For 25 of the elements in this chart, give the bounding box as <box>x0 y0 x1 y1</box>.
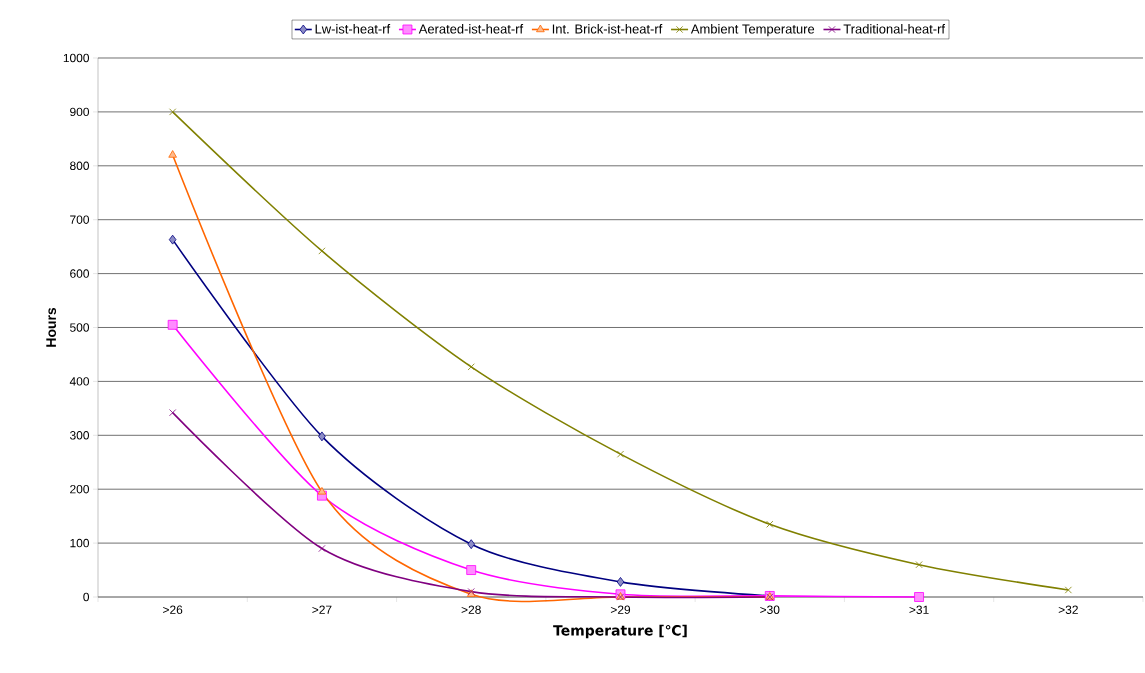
y-tick-label: 0 <box>83 592 90 602</box>
y-tick-label: 1000 <box>63 53 90 63</box>
y-tick-label: 300 <box>69 431 90 440</box>
x-tick-label: >32 <box>1058 605 1078 614</box>
y-tick-label: 600 <box>70 269 90 278</box>
x-axis-title: Temperature [℃] <box>553 624 687 639</box>
legend-label: Traditional-heat-rf <box>843 24 946 34</box>
y-tick-label: 800 <box>70 161 90 171</box>
y-tick-label: 200 <box>70 484 90 494</box>
y-tick-label: 900 <box>70 107 90 117</box>
x-tick-label: >28 <box>461 605 481 614</box>
y-tick-label: 400 <box>69 377 90 386</box>
x-tick-label: >31 <box>909 605 929 614</box>
y-axis-title: Hours <box>46 307 57 347</box>
y-tick-label: 700 <box>70 215 90 224</box>
legend-label: Ambient Temperature <box>690 24 815 37</box>
legend-label: Lw-ist-heat-rf <box>315 24 391 34</box>
x-tick-label: >26 <box>163 605 183 614</box>
legend-label: Int. Brick-ist-heat-rf <box>552 24 663 34</box>
legend-label: Aerated-ist-heat-rf <box>418 24 524 34</box>
y-tick-label: 500 <box>70 323 90 332</box>
x-tick-label: >30 <box>760 605 780 614</box>
y-tick-label: 100 <box>70 538 90 548</box>
x-tick-label: >29 <box>610 605 631 614</box>
x-tick-label: >27 <box>312 605 332 614</box>
